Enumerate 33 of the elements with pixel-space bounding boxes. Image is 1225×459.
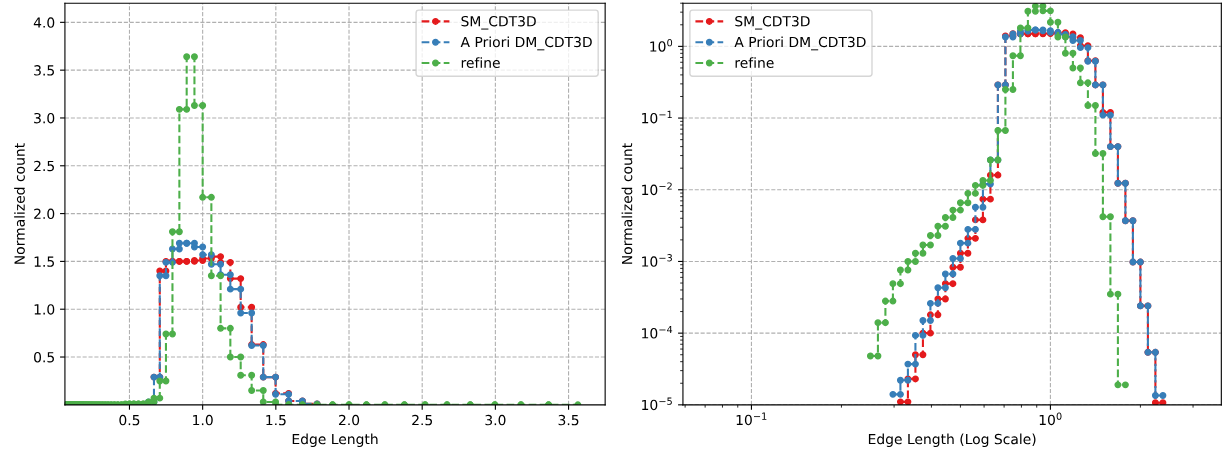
y-tick-label: 3.5 bbox=[34, 65, 54, 76]
x-tick-label: 10$^{−1}$ bbox=[736, 412, 767, 426]
legend-label: refine bbox=[735, 57, 774, 69]
x-tick-label: 1.0 bbox=[193, 414, 213, 426]
legend-label: SM_CDT3D bbox=[461, 15, 536, 30]
x-tick-label: 3.0 bbox=[485, 414, 506, 426]
y-tick-label: 10$^{0}$ bbox=[650, 39, 673, 52]
y-axis-title: Normalized count bbox=[621, 143, 633, 264]
legend-label: SM_CDT3D bbox=[735, 15, 810, 30]
y-tick-label: 2.0 bbox=[34, 208, 55, 220]
y-tick-label: 1.0 bbox=[34, 304, 55, 315]
y-tick-label: 2.5 bbox=[34, 160, 54, 172]
y-tick-label: 3.0 bbox=[34, 112, 55, 124]
y-tick-label: 10$^{−1}$ bbox=[642, 110, 672, 124]
y-tick-label: 10$^{−4}$ bbox=[642, 325, 673, 339]
x-tick-label: 0.5 bbox=[119, 414, 140, 426]
x-tick-label: 2.5 bbox=[412, 414, 433, 426]
y-tick-label: 10$^{−3}$ bbox=[642, 254, 672, 267]
y-tick-label: 10$^{−5}$ bbox=[642, 397, 672, 411]
x-tick-label: 3.5 bbox=[558, 414, 579, 426]
legend-label: A Priori DM_CDT3D bbox=[460, 36, 592, 51]
y-tick-label: 4.0 bbox=[33, 17, 55, 28]
x-tick-label: 1.5 bbox=[266, 414, 286, 426]
x-tick-label: 10$^{0}$ bbox=[1039, 412, 1062, 426]
legend-label: refine bbox=[461, 57, 500, 69]
x-tick-label: 2.0 bbox=[338, 414, 360, 426]
legend-label: A Priori DM_CDT3D bbox=[734, 36, 866, 51]
y-tick-label: 0.5 bbox=[34, 351, 54, 363]
y-axis-title: Normalized count bbox=[14, 143, 25, 264]
y-tick-label: 10$^{−2}$ bbox=[642, 182, 672, 196]
x-axis-title: Edge Length (Log Scale) bbox=[868, 433, 1036, 447]
x-axis-title: Edge Length bbox=[292, 433, 378, 447]
y-tick-label: 1.5 bbox=[34, 256, 54, 267]
